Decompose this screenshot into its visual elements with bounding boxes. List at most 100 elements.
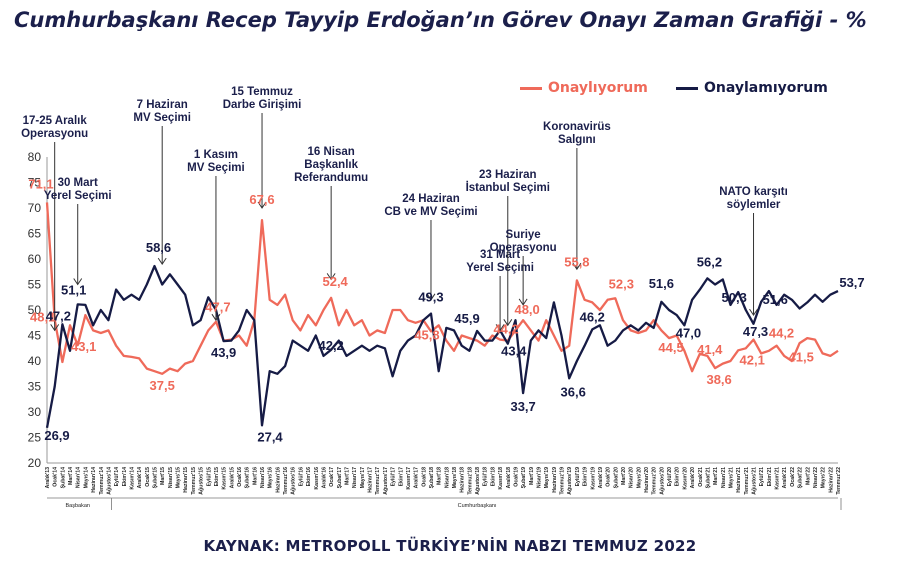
x-tick-label: Haziran'20 xyxy=(644,467,650,493)
x-tick-label: Mayıs'17 xyxy=(360,467,366,489)
data-label: 67,6 xyxy=(249,192,274,207)
x-tick-label: Temmuz'14 xyxy=(99,467,105,495)
annotation-text: CB ve MV Seçimi xyxy=(384,206,477,218)
annotation-text: 1 Kasım xyxy=(194,149,238,161)
annotation-text: 31 Mart xyxy=(480,249,520,261)
x-tick-label: Şubat'21 xyxy=(705,467,711,489)
x-tick-label: Ağustos'18 xyxy=(475,467,481,495)
x-tick-label: Aralık'19 xyxy=(598,467,604,489)
x-tick-label: Mayıs'15 xyxy=(176,467,182,489)
annotation-text: Darbe Girişimi xyxy=(223,99,302,111)
x-tick-label: Kasım'21 xyxy=(775,467,781,490)
x-tick-label: Ocak'21 xyxy=(698,467,704,487)
x-tick-label: Şubat'22 xyxy=(798,467,804,489)
x-tick-label: Ağustos'15 xyxy=(199,467,205,495)
x-tick-label: Ağustos'20 xyxy=(659,467,665,495)
x-tick-label: Temmuz'19 xyxy=(560,467,566,495)
x-tick-label: Haziran'15 xyxy=(183,467,189,493)
x-tick-label: Eylül'17 xyxy=(391,467,397,487)
data-label: 44,2 xyxy=(769,326,794,341)
data-label: 51,1 xyxy=(61,282,86,297)
y-tick-label: 25 xyxy=(28,431,42,445)
x-tick-label: Şubat'14 xyxy=(60,467,66,489)
legend-approve-label: Onaylıyorum xyxy=(548,80,648,96)
x-tick-label: Ocak'18 xyxy=(421,467,427,487)
x-tick-label: Aralık'15 xyxy=(229,467,235,489)
annotation-text: 17-25 Aralık xyxy=(23,115,88,127)
data-label: 47,2 xyxy=(46,308,71,323)
x-tick-label: Ekim'14 xyxy=(122,467,128,487)
x-tick-label: Şubat'15 xyxy=(153,467,159,489)
chart-title: Cumhurbaşkanı Recep Tayyip Erdoğan’ın Gö… xyxy=(14,8,867,32)
annotation-text: 7 Haziran xyxy=(137,99,188,111)
x-tick-label: Mayıs'22 xyxy=(821,467,827,489)
x-tick-label: Ekim'19 xyxy=(583,467,589,487)
data-label: 48,0 xyxy=(514,302,539,317)
x-tick-label: Mayıs'14 xyxy=(83,467,89,489)
annotation-text: MV Seçimi xyxy=(133,112,191,124)
y-tick-label: 35 xyxy=(28,380,42,394)
data-label: 33,7 xyxy=(510,399,535,414)
x-tick-label: Mart'17 xyxy=(345,467,351,485)
x-tick-label: Şubat'19 xyxy=(521,467,527,489)
y-tick-label: 80 xyxy=(28,150,42,164)
x-tick-label: Nisan'18 xyxy=(444,467,450,488)
x-tick-label: Nisan'17 xyxy=(352,467,358,488)
annotation-text: İstanbul Seçimi xyxy=(466,181,550,194)
x-tick-label: Nisan'19 xyxy=(536,467,542,488)
x-tick-label: Ekim'18 xyxy=(490,467,496,487)
x-tick-label: Kasım'16 xyxy=(314,467,320,490)
data-label: 51,6 xyxy=(763,292,788,307)
x-tick-label: Ekim'20 xyxy=(675,467,681,487)
y-tick-label: 45 xyxy=(28,329,42,343)
x-tick-label: Eylül'15 xyxy=(206,467,212,487)
data-label: 46,2 xyxy=(580,309,605,324)
data-label: 47,7 xyxy=(205,300,230,315)
x-tick-label: Haziran'16 xyxy=(275,467,281,493)
annotation-text: MV Seçimi xyxy=(187,162,245,174)
x-tick-label: Ağustos'17 xyxy=(383,467,389,495)
x-tick-label: Eylül'21 xyxy=(759,467,765,487)
annotation-arrowhead xyxy=(749,308,758,317)
x-tick-label: Mart'21 xyxy=(713,467,719,485)
x-tick-label: Kasım'20 xyxy=(682,467,688,490)
x-tick-label: Ağustos'19 xyxy=(567,467,573,495)
data-label: 45,8 xyxy=(414,327,439,342)
annotation-arrowhead xyxy=(426,293,436,301)
data-label: 38,6 xyxy=(706,372,731,387)
data-label: 71,1 xyxy=(28,176,53,191)
x-tick-label: Haziran'14 xyxy=(91,467,97,493)
data-label: 44,5 xyxy=(658,340,683,355)
x-tick-label: Kasım'17 xyxy=(406,467,412,490)
x-tick-label: Mayıs'20 xyxy=(636,467,642,489)
annotation-text: 16 Nisan xyxy=(307,146,354,158)
x-tick-label: Temmuz'17 xyxy=(375,467,381,495)
legend-approve-swatch xyxy=(520,86,542,90)
annotation-text: 15 Temmuz xyxy=(231,86,293,98)
x-tick-label: Aralık'16 xyxy=(321,467,327,489)
data-label: 43,4 xyxy=(501,344,527,359)
x-tick-label: Kasım'19 xyxy=(590,467,596,490)
data-label: 48,1 xyxy=(30,310,55,325)
y-tick-label: 30 xyxy=(28,405,42,419)
x-tick-label: Ocak'16 xyxy=(237,467,243,487)
x-tick-label: Temmuz'20 xyxy=(652,467,658,495)
data-label: 55,8 xyxy=(564,254,589,269)
x-tick-label: Aralık'18 xyxy=(506,467,512,489)
data-label: 47,0 xyxy=(676,325,701,340)
x-tick-label: Temmuz'16 xyxy=(283,467,289,495)
data-label: 27,4 xyxy=(257,429,283,444)
annotation-arrowhead xyxy=(495,324,505,332)
annotation-text: Koronavirüs xyxy=(543,121,611,133)
annotation-text: Başkanlık xyxy=(304,159,358,171)
x-tick-label: Şubat'18 xyxy=(429,467,435,489)
period-label: Cumhurbaşkanı xyxy=(458,503,497,509)
x-tick-label: Nisan'16 xyxy=(260,467,266,488)
